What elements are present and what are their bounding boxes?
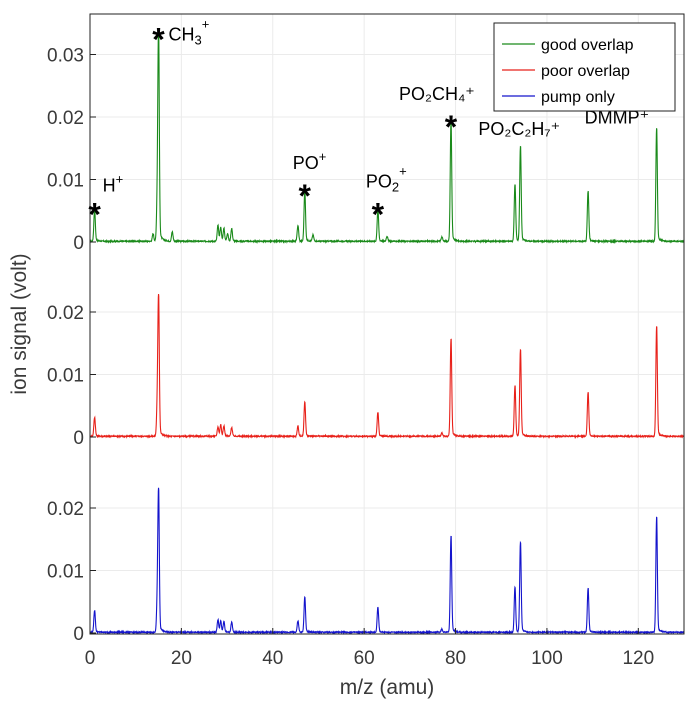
- peak-asterisk: *: [88, 197, 101, 233]
- x-tick-label: 80: [445, 648, 466, 669]
- pump-only-panel-y-tick-label: 0.01: [47, 562, 84, 583]
- legend-poor-overlap-label: poor overlap: [541, 63, 630, 80]
- legend-pump-only-label: pump only: [541, 89, 615, 106]
- good-overlap-panel-y-tick-label: 0.02: [47, 108, 84, 129]
- legend: good overlap poor overlap pump only: [493, 22, 676, 112]
- peak-label: H+: [103, 172, 124, 196]
- peak-label: PO2+: [366, 164, 407, 195]
- good-overlap-panel-y-tick-label: 0.03: [47, 46, 84, 67]
- plot-frame: [89, 13, 685, 635]
- good-overlap-panel-y-tick-label: 0.01: [47, 171, 84, 192]
- annotation-layer: *H+* CH3+*PO+*PO2+*PO₂CH₄⁺PO₂C₂H₇⁺DMMP⁺: [88, 17, 649, 233]
- peak-label: PO₂C₂H₇⁺: [478, 119, 560, 139]
- tick-layer: 0 0.01 0.02 0.03 0 0.01 0.02 0 0.01 0.02 0 20 40 60 80…: [47, 46, 654, 670]
- axis-layer: [89, 13, 685, 635]
- peak-label: PO+: [293, 149, 327, 173]
- x-tick-label: 60: [354, 648, 375, 669]
- poor-overlap-panel-y-tick-label: 0.02: [47, 303, 84, 324]
- peak-asterisk: *: [372, 197, 385, 233]
- series-line-pump-only: [89, 487, 685, 635]
- x-tick-label: 0: [85, 648, 96, 669]
- x-tick-label: 20: [171, 648, 192, 669]
- peak-label: PO₂CH₄⁺: [399, 84, 475, 104]
- peak-asterisk: *: [299, 178, 312, 214]
- grid-layer: [90, 14, 684, 634]
- series-line-poor-overlap: [89, 294, 685, 439]
- y-axis-label: ion signal (volt): [8, 253, 31, 394]
- x-tick-label: 120: [622, 648, 654, 669]
- x-tick-label: 40: [262, 648, 283, 669]
- poor-overlap-panel-y-tick-label: 0: [73, 428, 84, 449]
- peak-asterisk: *: [152, 22, 165, 58]
- data-layer: [89, 28, 685, 635]
- x-tick-label: 100: [531, 648, 563, 669]
- good-overlap-panel-y-tick-label: 0: [73, 233, 84, 254]
- peak-asterisk: *: [445, 109, 458, 145]
- pump-only-panel-y-tick-label: 0.02: [47, 499, 84, 520]
- peak-label: DMMP⁺: [585, 107, 650, 127]
- pump-only-panel-y-tick-label: 0: [73, 624, 84, 645]
- legend-good-overlap-label: good overlap: [541, 37, 634, 54]
- series-line-good-overlap: [89, 28, 685, 244]
- peak-label: CH3+: [169, 17, 210, 48]
- x-axis-label: m/z (amu): [340, 676, 435, 699]
- poor-overlap-panel-y-tick-label: 0.01: [47, 366, 84, 387]
